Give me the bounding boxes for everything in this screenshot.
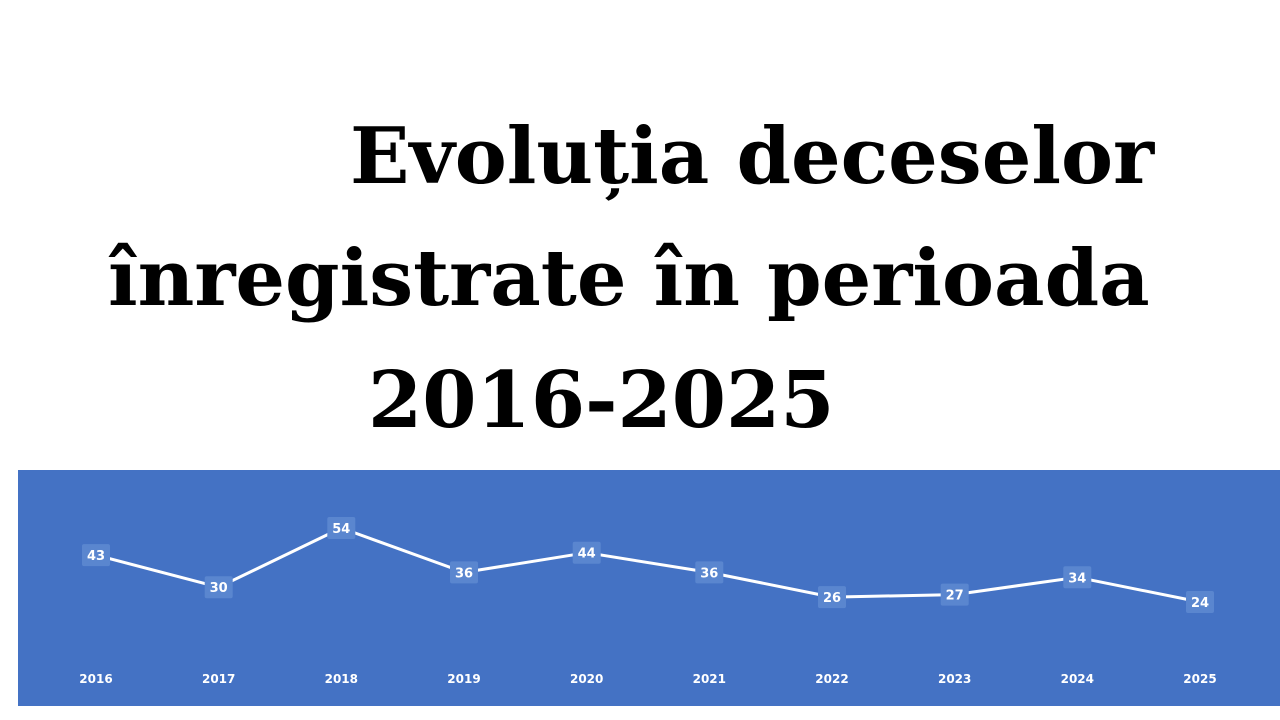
data-point: 27	[940, 583, 969, 606]
x-tick-label: 2021	[693, 672, 726, 686]
data-point: 24	[1186, 591, 1214, 613]
series-line	[95, 526, 1201, 604]
data-label: 36	[700, 566, 718, 581]
data-point: 36	[695, 561, 724, 584]
data-label: 27	[946, 589, 964, 604]
x-tick-label: 2025	[1183, 672, 1216, 686]
chart-title-line-2: înregistrate în perioada	[108, 233, 1150, 324]
x-tick-label: 2024	[1061, 672, 1094, 686]
x-tick-label: 2016	[79, 672, 112, 686]
data-point: 26	[818, 586, 846, 609]
data-point: 44	[572, 541, 601, 564]
data-label-background	[204, 576, 233, 599]
chart-title: Evoluția deceselor înregistrate în perio…	[108, 111, 1155, 446]
data-label: 24	[1191, 596, 1209, 611]
data-label-background	[450, 561, 478, 584]
data-label: 30	[210, 581, 228, 596]
data-label: 54	[332, 522, 350, 537]
x-tick-label: 2020	[570, 672, 603, 686]
line-chart: 43 30 54 36 44 36 26 27 34 24 2016 2017 2018 2019 2020…	[79, 517, 1217, 686]
data-label: 36	[455, 566, 473, 581]
data-label-background	[940, 583, 969, 606]
x-tick-label: 2023	[938, 672, 971, 686]
data-point: 36	[450, 561, 478, 584]
data-label-background	[695, 561, 724, 584]
data-label: 44	[578, 547, 596, 562]
data-point: 30	[204, 576, 233, 599]
data-label-background	[82, 544, 110, 567]
x-tick-label: 2022	[815, 672, 848, 686]
data-point: 34	[1063, 566, 1092, 589]
chart-panel: 43 30 54 36 44 36 26 27 34 24 2016 2017 2018 2019 2020…	[18, 470, 1280, 706]
x-tick-label: 2019	[447, 672, 480, 686]
data-label: 43	[87, 549, 105, 564]
data-label-background	[327, 517, 356, 539]
data-point: 54	[327, 517, 356, 539]
x-tick-label: 2018	[325, 672, 358, 686]
data-label-background	[1186, 591, 1214, 613]
data-label: 34	[1068, 571, 1086, 586]
data-label: 26	[823, 591, 841, 606]
data-label-background	[572, 541, 601, 564]
x-tick-label: 2017	[202, 672, 235, 686]
data-label-background	[1063, 566, 1092, 589]
data-label-background	[818, 586, 846, 609]
data-point: 43	[82, 544, 110, 567]
chart-title-line-3: 2016-2025	[368, 355, 835, 446]
chart-title-line-1: Evoluția deceselor	[350, 111, 1155, 202]
